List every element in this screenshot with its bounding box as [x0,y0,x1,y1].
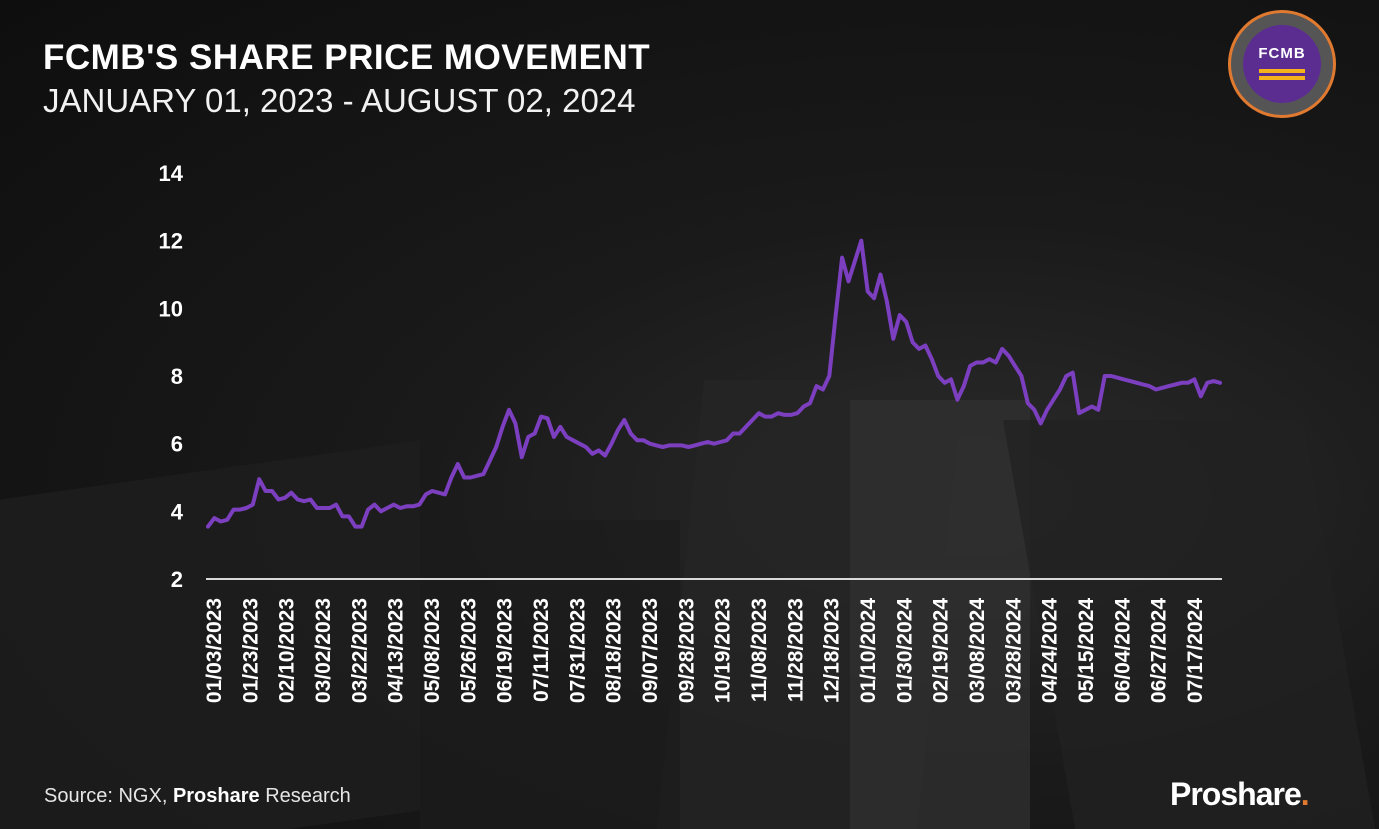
x-tick-label: 01/23/2023 [239,598,262,703]
x-tick-label: 06/19/2023 [494,598,517,703]
x-tick-label: 03/02/2023 [312,598,335,703]
x-tick-label: 02/10/2023 [276,598,299,703]
x-tick-label: 04/24/2024 [1039,598,1062,703]
x-tick-label: 09/28/2023 [675,598,698,703]
logo-bar-icon [1259,69,1305,73]
fcmb-logo-badge: FCMB [1243,25,1321,103]
x-tick-label: 05/08/2023 [421,598,444,703]
source-note: Source: NGX, Proshare Research [44,785,351,808]
fcmb-logo: FCMB [1228,10,1336,118]
x-tick-label: 06/04/2024 [1111,598,1134,703]
brand-dot: . [1300,776,1310,812]
y-tick-label: 4 [171,499,184,524]
x-tick-label: 05/26/2023 [457,598,480,703]
x-tick-label: 08/18/2023 [603,598,626,703]
source-suffix: Research [259,785,351,807]
background-building [850,400,1030,829]
y-axis: 2 4 6 8 10 12 14 [159,161,184,592]
x-tick-label: 01/10/2024 [857,598,880,703]
chart-subtitle: JANUARY 01, 2023 - AUGUST 02, 2024 [43,82,636,119]
y-tick-label: 2 [171,567,183,592]
x-axis: 01/03/2023 01/23/2023 02/10/2023 03/02/2023… [203,598,1207,703]
x-tick-label: 11/28/2023 [784,598,807,702]
x-tick-label: 03/22/2023 [348,598,371,703]
x-tick-label: 01/03/2023 [203,598,226,703]
chart-title: FCMB'S SHARE PRICE MOVEMENT [43,38,651,77]
source-bold: Proshare [172,785,260,807]
x-tick-label: 01/30/2024 [893,598,916,703]
x-tick-label: 07/31/2023 [566,598,589,703]
x-tick-label: 03/08/2024 [966,598,989,703]
brand-name: Proshare [1170,776,1302,812]
source-prefix: Source: NGX, [44,785,173,807]
x-tick-label: 12/18/2023 [821,598,844,703]
fcmb-logo-text: FCMB [1258,45,1306,62]
x-tick-label: 04/13/2023 [385,598,408,703]
x-tick-label: 10/19/2023 [712,598,735,703]
x-tick-label: 03/28/2024 [1002,598,1025,703]
x-tick-label: 07/17/2024 [1184,598,1207,703]
background-building [420,520,680,829]
y-tick-label: 6 [171,432,183,457]
y-tick-label: 14 [159,161,184,186]
logo-bar-icon [1259,76,1305,80]
y-tick-label: 10 [159,296,183,321]
x-tick-label: 06/27/2024 [1148,598,1171,703]
series-line-share-price [206,238,1222,529]
y-tick-label: 12 [159,229,183,254]
x-tick-label: 02/19/2024 [930,598,953,703]
x-tick-label: 05/15/2024 [1075,598,1098,703]
x-tick-label: 09/07/2023 [639,598,662,703]
y-tick-label: 8 [171,364,183,389]
x-tick-label: 07/11/2023 [530,598,553,702]
x-tick-label: 11/08/2023 [748,598,771,702]
proshare-logo: Proshare. [1170,776,1310,813]
